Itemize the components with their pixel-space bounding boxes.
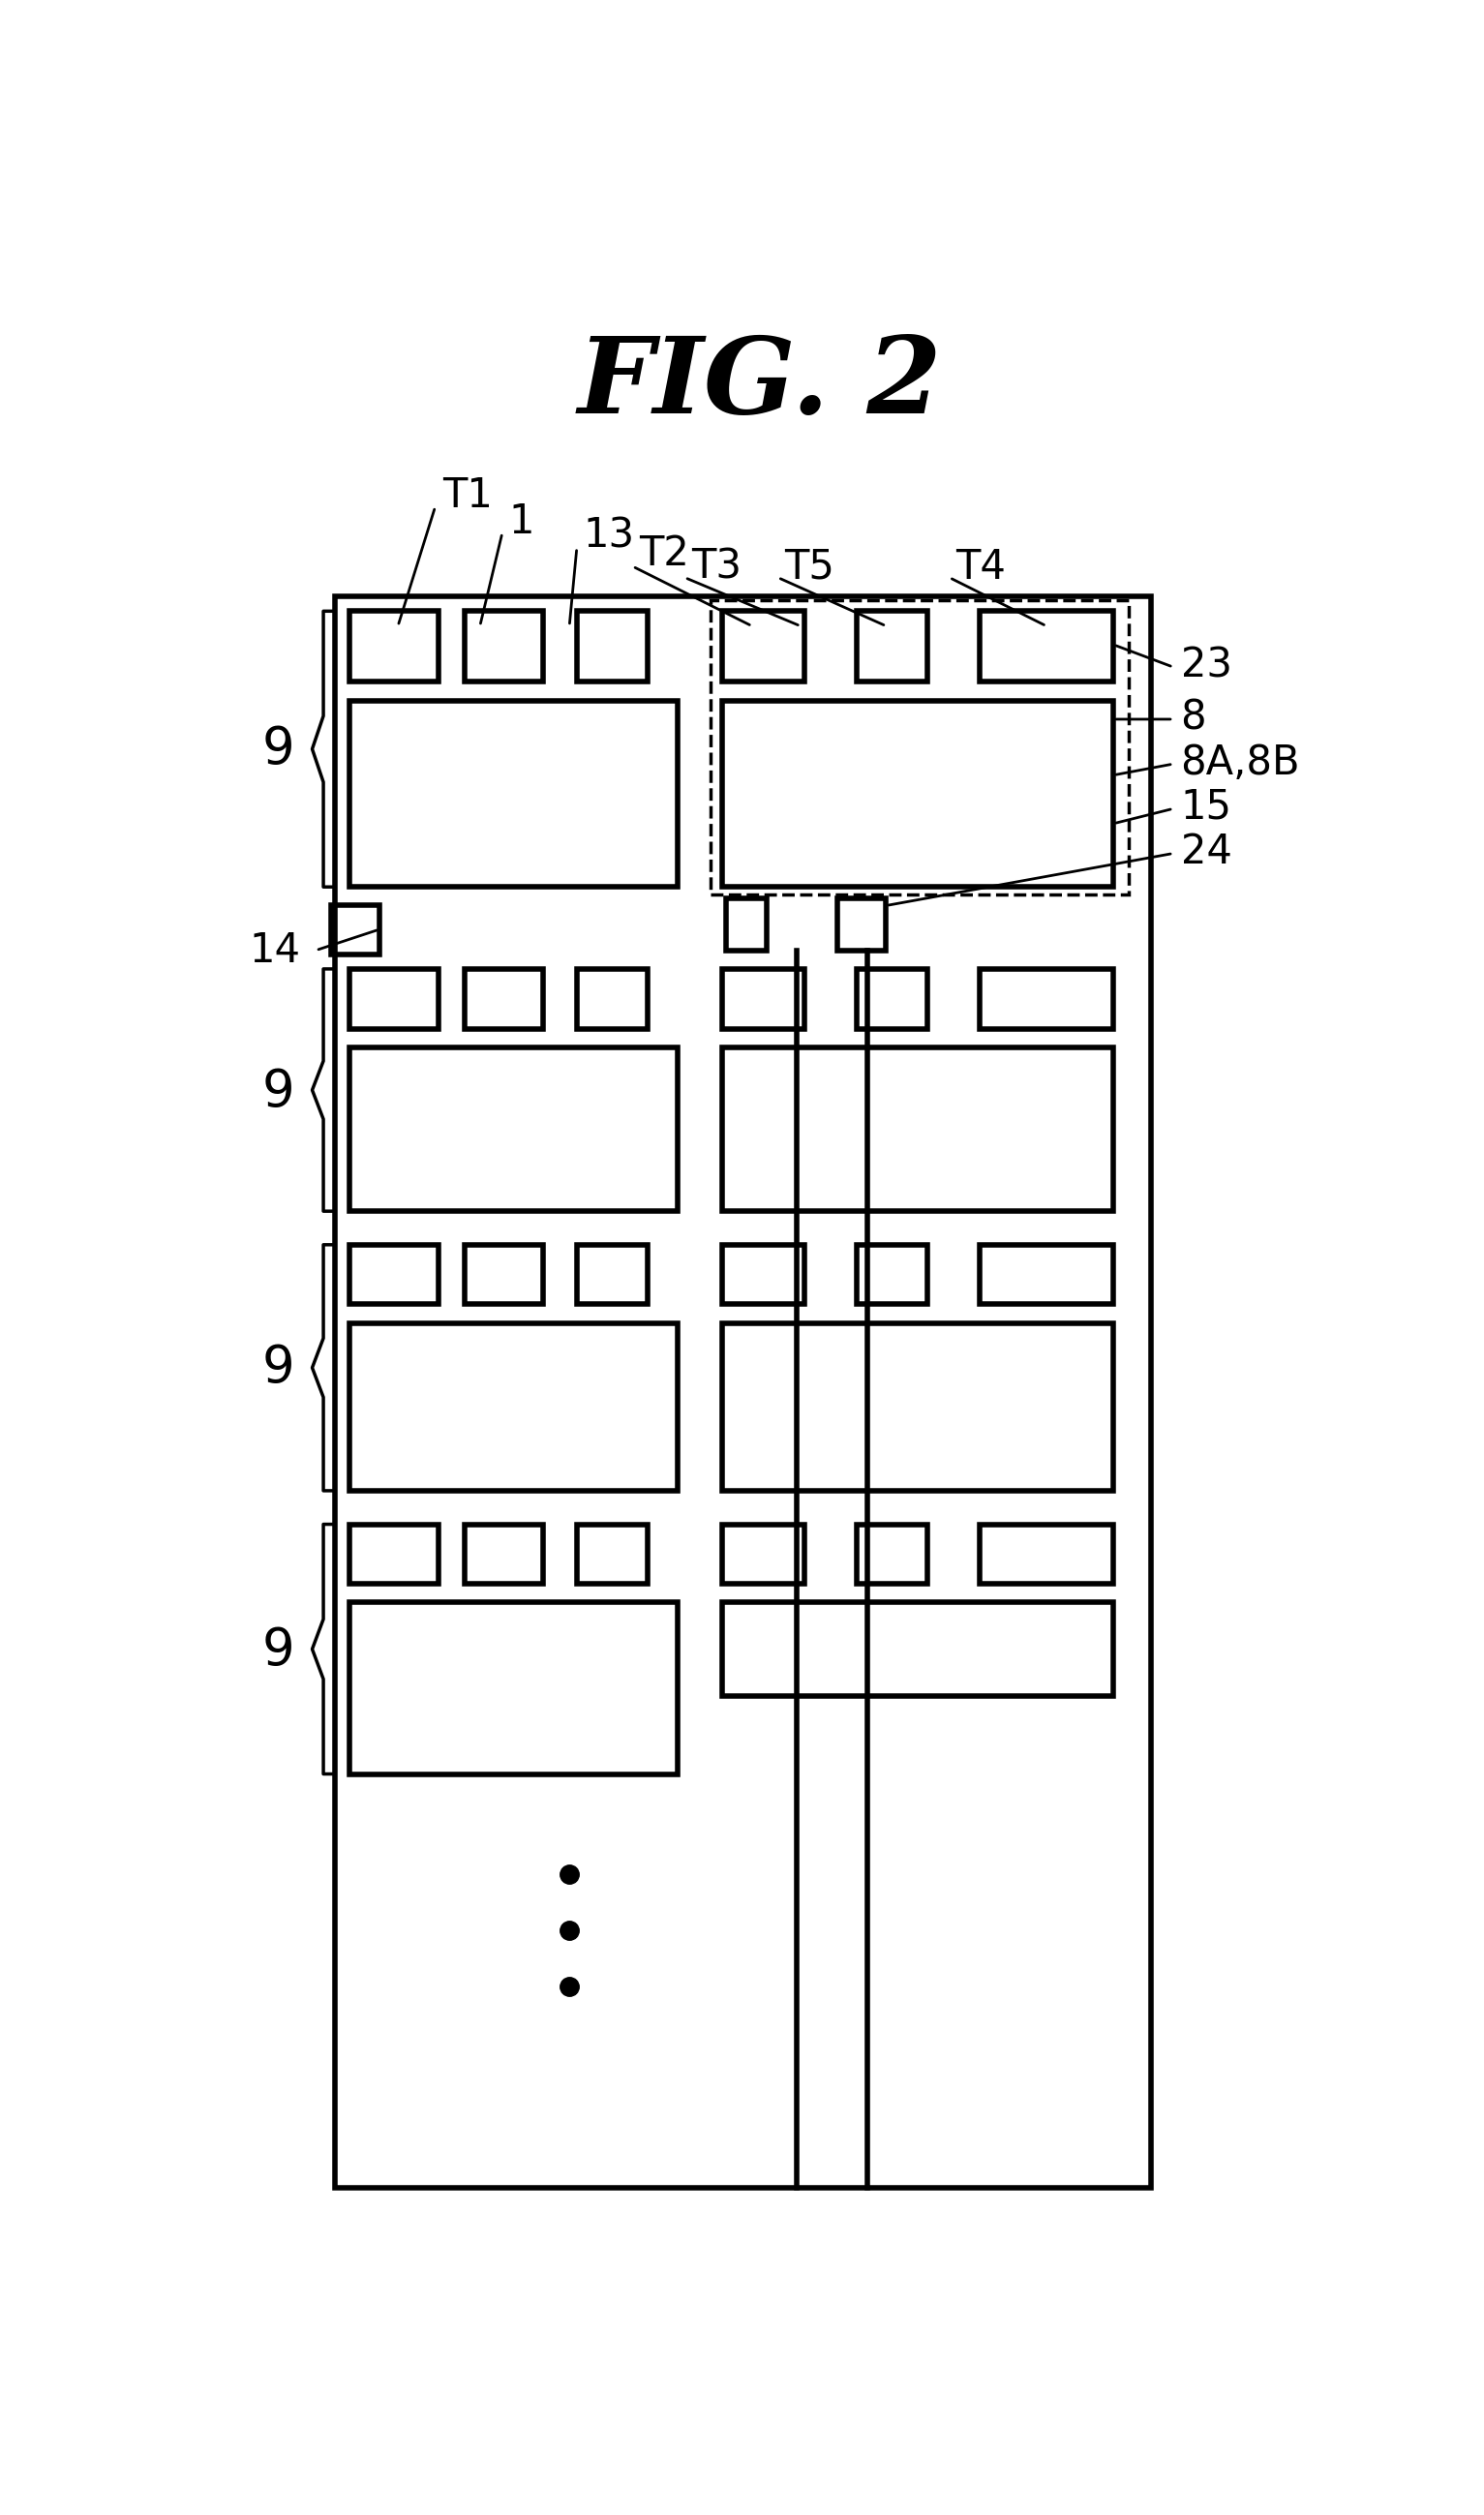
Bar <box>856 1245 928 1305</box>
Bar <box>334 596 1150 2188</box>
Text: 15: 15 <box>1181 787 1232 827</box>
Bar <box>856 611 928 682</box>
Bar <box>464 611 543 682</box>
Bar <box>349 1245 439 1305</box>
Text: 8: 8 <box>1181 697 1206 737</box>
Bar <box>723 611 804 682</box>
Bar <box>723 1323 1113 1491</box>
Bar <box>723 968 804 1029</box>
Bar <box>723 1602 1113 1695</box>
Bar <box>349 968 439 1029</box>
Text: 23: 23 <box>1181 646 1232 687</box>
Bar <box>349 1046 677 1212</box>
Bar <box>464 1245 543 1305</box>
Text: 8A,8B: 8A,8B <box>1181 742 1300 782</box>
Bar <box>979 968 1113 1029</box>
Bar <box>723 1245 804 1305</box>
Bar <box>349 702 677 888</box>
Bar <box>837 898 886 951</box>
Bar <box>464 968 543 1029</box>
Bar <box>577 968 647 1029</box>
Text: 24: 24 <box>1181 832 1232 873</box>
Text: 13: 13 <box>583 516 634 556</box>
Bar <box>726 898 767 951</box>
Text: 9: 9 <box>263 1066 295 1117</box>
Bar <box>349 1323 677 1491</box>
Bar <box>349 611 439 682</box>
Text: 9: 9 <box>263 1625 295 1675</box>
Text: 14: 14 <box>249 931 300 971</box>
Text: T3: T3 <box>692 546 741 589</box>
Text: T5: T5 <box>784 546 834 589</box>
Bar <box>577 1524 647 1584</box>
Bar <box>331 905 380 953</box>
Bar <box>349 1602 677 1773</box>
Text: 9: 9 <box>263 1343 295 1393</box>
Bar <box>723 1046 1113 1212</box>
Text: 9: 9 <box>263 724 295 775</box>
Bar <box>349 1524 439 1584</box>
Bar <box>723 1524 804 1584</box>
Bar <box>464 1524 543 1584</box>
Text: T4: T4 <box>956 546 1006 589</box>
Text: FIG. 2: FIG. 2 <box>577 332 942 435</box>
Bar <box>856 968 928 1029</box>
Bar <box>979 1245 1113 1305</box>
Bar <box>979 611 1113 682</box>
Bar <box>979 1524 1113 1584</box>
Text: 1: 1 <box>508 500 534 543</box>
Text: T1: T1 <box>442 475 493 516</box>
Bar <box>856 1524 928 1584</box>
Bar <box>723 702 1113 888</box>
Bar <box>577 1245 647 1305</box>
Bar <box>711 601 1128 895</box>
Bar <box>577 611 647 682</box>
Text: T2: T2 <box>638 533 689 573</box>
